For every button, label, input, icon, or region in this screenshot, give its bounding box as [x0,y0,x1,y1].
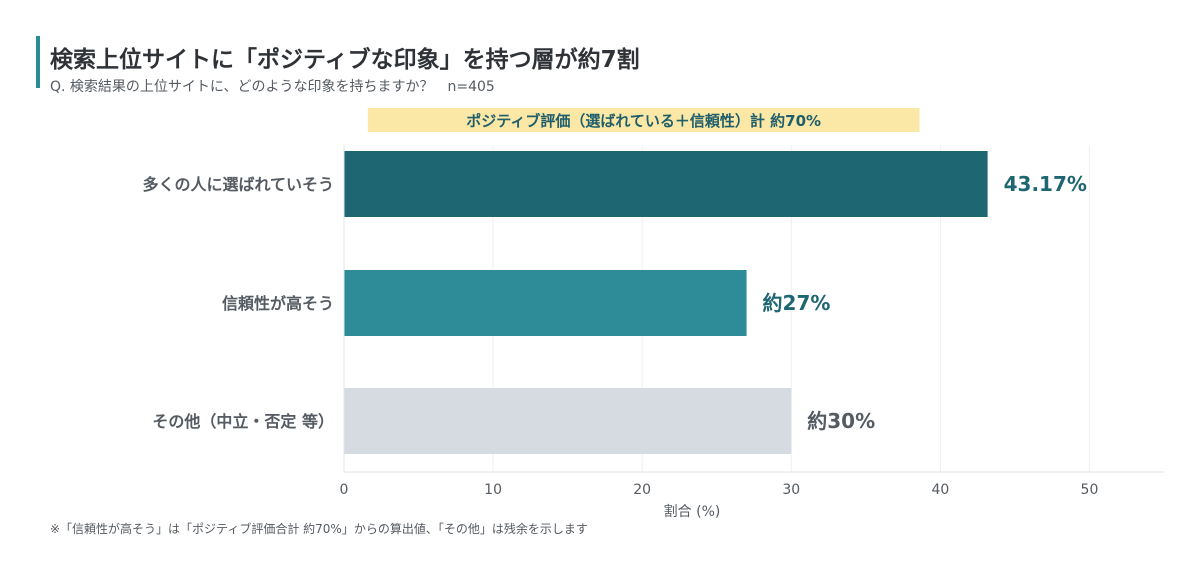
chart-subtitle: Q. 検索結果の上位サイトに、どのような印象を持ちますか？ n=405 [50,79,495,95]
title-accent-bar [36,36,40,88]
annotation-banner-text: ポジティブ評価（選ばれている＋信頼性）計 約70% [466,112,821,130]
x-axis-title: 割合 (%) [664,503,721,520]
x-axis: 0 10 20 30 40 50 多くの人に選ばれていそう信頼性が高そうその他（中立・否定 … [142,145,1164,498]
x-tick-label: 30 [782,482,800,498]
annotation-banner-bg [367,108,920,132]
x-tick-label: 10 [484,482,502,498]
category-label: 多くの人に選ばれていそう [142,175,334,194]
bar [344,270,747,336]
bar [344,151,988,217]
category-label: 信頼性が高そう [222,294,334,313]
bar [344,388,792,454]
footnote: ※「信頼性が高そう」は「ポジティブ評価合計 約70%」からの算出値、「その他」は… [50,522,588,536]
x-tick-label: 50 [1081,482,1099,498]
annotation-banner: ポジティブ評価（選ばれている＋信頼性）計 約70% [367,108,920,132]
x-tick-label: 0 [340,482,349,498]
x-tick-label: 20 [633,482,651,498]
chart-title: 検索上位サイトに「ポジティブな印象」を持つ層が約7割 [50,47,640,73]
category-label: その他（中立・否定 等） [152,412,334,431]
data-label: 43.17% [1004,172,1087,196]
x-tick-label: 40 [931,482,949,498]
data-label: 約30% [807,409,875,433]
bars: 43.17% 約27% 約30% [344,151,1087,454]
data-label: 約27% [763,291,831,315]
